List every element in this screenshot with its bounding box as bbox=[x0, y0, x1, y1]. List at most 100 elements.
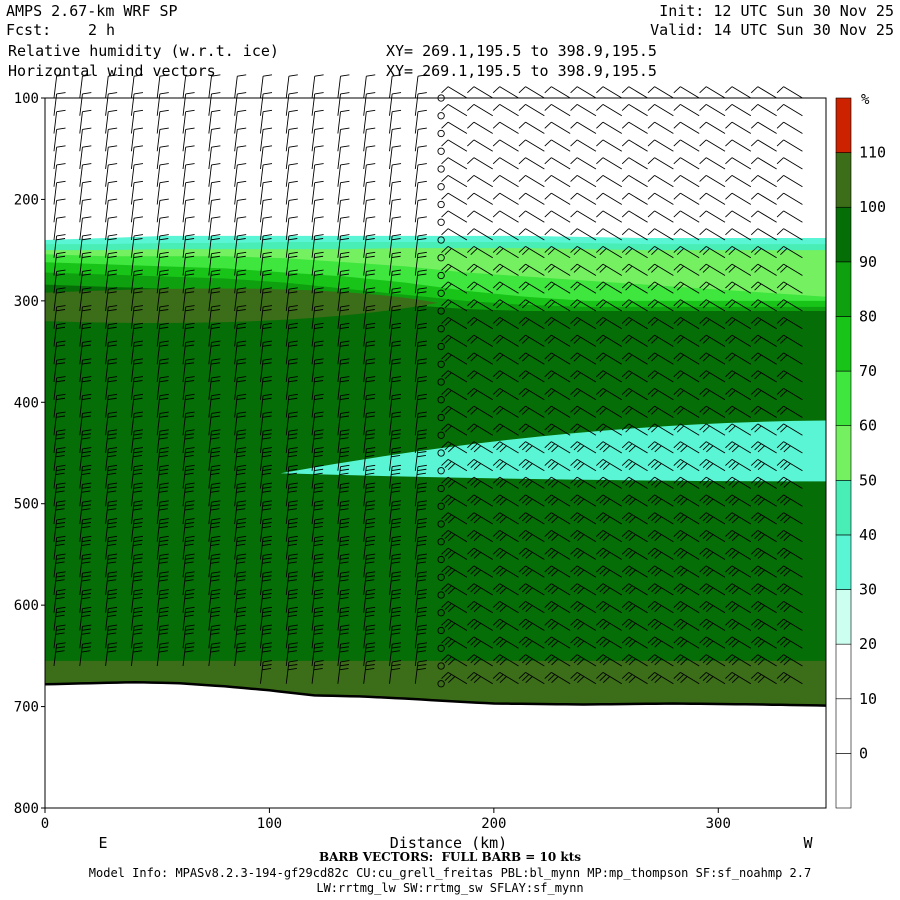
wind-barb bbox=[750, 530, 777, 543]
wind-barb bbox=[285, 180, 298, 205]
wind-barb bbox=[285, 234, 298, 258]
calm-circle bbox=[437, 218, 445, 226]
wind-barb bbox=[311, 287, 324, 312]
wind-barb bbox=[544, 192, 571, 205]
wind-barb bbox=[467, 334, 493, 347]
wind-barb bbox=[285, 624, 298, 649]
wind-barb bbox=[596, 672, 623, 685]
wind-barb bbox=[156, 642, 169, 667]
wind-barb bbox=[776, 104, 803, 117]
wind-barb bbox=[79, 500, 92, 525]
wind-barb bbox=[673, 512, 700, 525]
wind-barb bbox=[518, 512, 545, 525]
wind-barb bbox=[467, 423, 493, 436]
wind-barb bbox=[156, 447, 169, 471]
wind-barb bbox=[673, 192, 700, 205]
wind-barb bbox=[621, 175, 648, 188]
wind-barb bbox=[673, 228, 700, 241]
wind-barb bbox=[260, 642, 273, 667]
wind-barb bbox=[414, 305, 427, 329]
wind-barb bbox=[699, 263, 726, 276]
wind-barb bbox=[647, 601, 674, 614]
wind-barb bbox=[441, 104, 468, 117]
wind-barb bbox=[53, 642, 66, 667]
wind-barb bbox=[414, 376, 427, 400]
wind-barb bbox=[389, 163, 402, 187]
wind-barb bbox=[234, 624, 247, 649]
wind-barb bbox=[182, 553, 195, 578]
wind-barb bbox=[673, 281, 700, 294]
wind-barb bbox=[467, 565, 493, 578]
wind-barb bbox=[750, 139, 777, 152]
wind-barb bbox=[441, 476, 468, 489]
wind-barb bbox=[725, 547, 752, 560]
wind-barb bbox=[79, 393, 92, 418]
wind-barb bbox=[673, 636, 700, 649]
wind-barb bbox=[260, 429, 273, 454]
wind-barb bbox=[673, 352, 700, 365]
wind-barb bbox=[596, 441, 623, 454]
wind-barb bbox=[234, 358, 247, 383]
wind-barb bbox=[156, 234, 169, 258]
wind-barb bbox=[647, 530, 674, 543]
wind-barb bbox=[414, 660, 427, 684]
colorbar: 0 10 20 30 40 50 60 70 80 90 100 110% bbox=[835, 92, 886, 809]
wind-barb bbox=[518, 263, 545, 276]
wind-barb bbox=[311, 393, 324, 418]
wind-barb bbox=[260, 606, 273, 631]
wind-barb bbox=[182, 251, 195, 276]
wind-barb bbox=[182, 624, 195, 649]
wind-barb bbox=[647, 388, 674, 401]
wind-barb bbox=[725, 263, 752, 276]
wind-barb bbox=[130, 269, 144, 294]
wind-barb bbox=[441, 583, 468, 596]
wind-barb bbox=[53, 74, 66, 99]
wind-barb bbox=[337, 109, 350, 134]
wind-barb bbox=[156, 571, 169, 596]
wind-barb bbox=[311, 553, 324, 578]
wind-barb bbox=[208, 482, 221, 507]
wind-barb bbox=[363, 464, 376, 489]
wind-barb bbox=[156, 92, 169, 116]
wind-barb bbox=[699, 317, 726, 330]
wind-barb bbox=[776, 263, 803, 276]
calm-circle bbox=[437, 538, 445, 546]
wind-barb bbox=[699, 459, 726, 472]
wind-barb bbox=[363, 642, 376, 667]
wind-barb bbox=[750, 228, 777, 241]
wind-barb bbox=[725, 192, 752, 205]
wind-barb bbox=[389, 535, 402, 560]
wind-barb bbox=[311, 500, 324, 525]
wind-barb bbox=[337, 482, 350, 507]
wind-barb bbox=[208, 411, 221, 436]
wind-barb bbox=[492, 459, 519, 472]
wind-barb bbox=[130, 518, 144, 542]
wind-barb bbox=[750, 121, 777, 134]
wind-barb bbox=[105, 180, 118, 205]
wind-barb bbox=[414, 92, 427, 116]
wind-barb bbox=[285, 109, 298, 134]
wind-barb bbox=[750, 423, 777, 436]
wind-barb bbox=[234, 429, 247, 454]
wind-barb bbox=[750, 388, 777, 401]
wind-barb bbox=[311, 518, 324, 542]
wind-barb bbox=[337, 606, 350, 631]
wind-barb bbox=[467, 583, 493, 596]
wind-barb bbox=[414, 269, 427, 294]
wind-barb bbox=[311, 376, 324, 400]
wind-barb bbox=[53, 553, 66, 578]
wind-barb bbox=[234, 216, 247, 241]
wind-barb bbox=[130, 92, 144, 116]
wind-barb bbox=[337, 376, 350, 400]
wind-barb bbox=[130, 411, 144, 436]
wind-barb bbox=[208, 74, 221, 99]
wind-barb bbox=[156, 429, 169, 454]
wind-barb bbox=[544, 334, 571, 347]
wind-barb bbox=[776, 281, 803, 294]
wind-barb bbox=[130, 74, 144, 99]
wind-barb bbox=[570, 139, 597, 152]
wind-barb bbox=[311, 571, 324, 596]
wind-barb bbox=[441, 636, 468, 649]
wind-barb bbox=[673, 494, 700, 507]
wind-barb bbox=[699, 334, 726, 347]
